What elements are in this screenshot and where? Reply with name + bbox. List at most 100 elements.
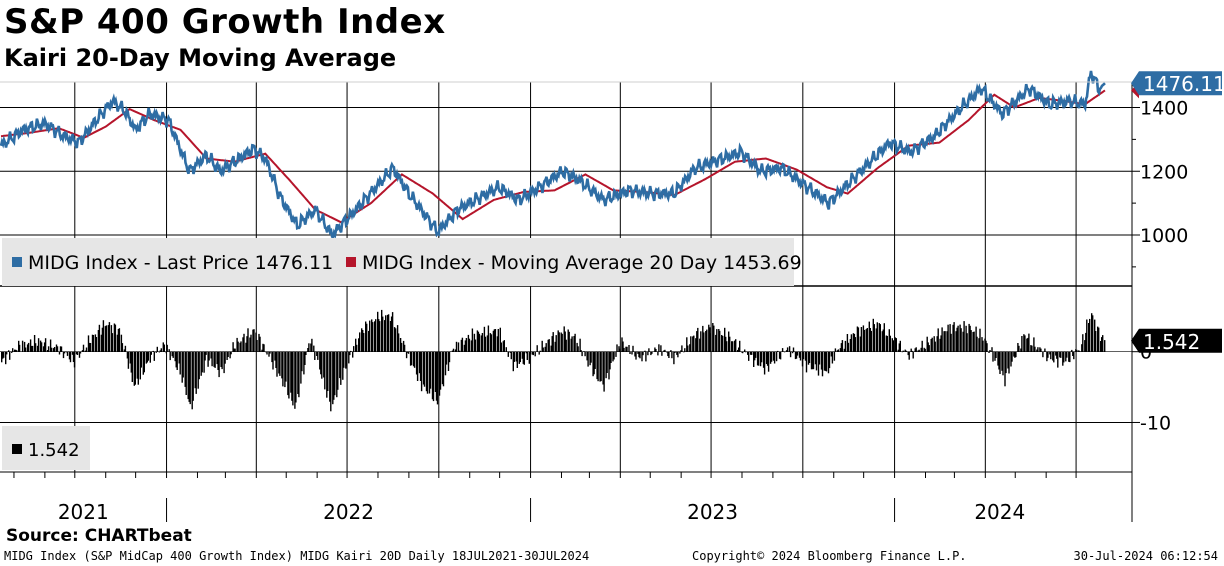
kairi-bar (60, 346, 63, 352)
kairi-bar (713, 325, 715, 352)
kairi-bar (236, 337, 238, 352)
kairi-bar (422, 351, 425, 385)
kairi-bar (769, 351, 772, 364)
kairi-bar (6, 351, 8, 355)
kairi-bar (564, 331, 566, 352)
legend-entry-price: MIDG Index - Last Price 1476.11 (28, 252, 333, 274)
kairi-bar (143, 351, 145, 373)
kairi-bar (374, 321, 376, 352)
kairi-bar (962, 331, 964, 352)
kairi-bar (384, 320, 386, 352)
kairi-bar (679, 351, 681, 354)
kairi-bar (394, 328, 397, 352)
kairi-bar (52, 348, 55, 352)
kairi-bar (836, 350, 839, 352)
kairi-bar (939, 338, 941, 352)
kairi-bar (619, 348, 621, 352)
kairi-bar (889, 335, 891, 352)
kairi-bar (814, 351, 817, 365)
kairi-bar (387, 314, 390, 352)
kairi-bar (879, 324, 881, 352)
kairi-bar (968, 323, 970, 352)
kairi-bar (265, 351, 267, 353)
legend-entry-kairi: 1.542 (28, 440, 80, 461)
kairi-bar (1092, 315, 1094, 352)
x-tick-label: 2023 (687, 500, 738, 524)
kairi-bar (39, 340, 42, 352)
kairi-bar (1001, 351, 1003, 371)
kairi-bar (667, 351, 669, 357)
kairi-bar (16, 350, 18, 352)
kairi-bar (426, 351, 429, 394)
kairi-bar (311, 338, 313, 352)
kairi-bar (323, 351, 325, 378)
kairi-bar (724, 327, 726, 352)
kairi-bar (255, 332, 257, 352)
kairi-bar (830, 351, 833, 357)
kairi-bar (523, 351, 525, 365)
kairi-bar (31, 345, 34, 352)
kairi-bar (149, 351, 151, 363)
kairi-bar (18, 340, 20, 352)
kairi-bar (502, 341, 504, 352)
kairi-bar (245, 342, 247, 352)
kairi-bar (82, 344, 85, 352)
kairi-bar (27, 342, 30, 352)
kairi-bar (156, 346, 158, 352)
kairi-bar (801, 351, 804, 367)
kairi-bar (970, 330, 972, 352)
kairi-bar (317, 351, 319, 360)
kairi-bar (737, 349, 739, 352)
kairi-bar (94, 334, 97, 352)
kairi-bar (518, 351, 520, 364)
kairi-bar (8, 350, 10, 352)
kairi-bar (1031, 345, 1033, 352)
kairi-bar (657, 351, 659, 356)
kairi-bar (734, 340, 736, 352)
kairi-bar (953, 322, 955, 352)
kairi-bar (438, 351, 441, 396)
kairi-bar (592, 351, 594, 377)
kairi-bar (365, 321, 367, 352)
kairi-bar (172, 351, 174, 358)
kairi-bar (794, 351, 797, 360)
kairi-bar (415, 351, 418, 375)
price-last-value-badge: 1476.11 (1131, 71, 1224, 96)
kairi-bar (632, 345, 634, 352)
kairi-bar (266, 351, 268, 355)
kairi-bar (873, 324, 875, 352)
y-tick-label: 1400 (1140, 98, 1188, 120)
kairi-bar (850, 334, 853, 352)
kairi-bar (291, 351, 293, 401)
kairi-bar (902, 350, 904, 352)
kairi-bar (294, 351, 296, 409)
kairi-bar (1071, 349, 1073, 352)
kairi-bar (561, 333, 563, 352)
kairi-bar (785, 350, 788, 352)
kairi-bar (515, 351, 517, 362)
kairi-bar (739, 340, 741, 352)
kairi-bar (406, 351, 409, 353)
kairi-bar (503, 340, 505, 352)
kairi-bar (444, 351, 447, 376)
kairi-bar (342, 351, 344, 380)
kairi-bar (477, 331, 480, 352)
kairi-bar (14, 349, 16, 352)
kairi-bar (716, 329, 718, 352)
kairi-bar (47, 346, 50, 352)
kairi-bar (160, 348, 162, 352)
kairi-bar (946, 331, 948, 352)
kairi-bar (1034, 346, 1036, 352)
kairi-bar (927, 342, 929, 352)
kairi-bar (361, 328, 363, 352)
kairi-bar (175, 351, 177, 368)
kairi-bar (789, 351, 792, 358)
kairi-bar (860, 327, 863, 352)
kairi-bar (725, 336, 727, 352)
kairi-bar (470, 340, 473, 352)
kairi-bar (1066, 351, 1068, 358)
kairi-bar (146, 351, 148, 363)
kairi-bar (960, 328, 962, 352)
kairi-bar (888, 329, 890, 352)
kairi-bar (663, 350, 665, 352)
